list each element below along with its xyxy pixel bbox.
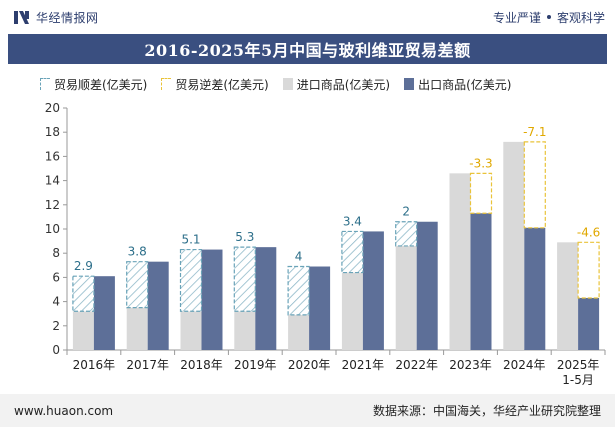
- import-bar: [126, 307, 148, 350]
- chart-title: 2016-2025年5月中国与玻利维亚贸易差额: [8, 34, 607, 64]
- deficit-bar: [469, 172, 493, 214]
- y-tick-label: 16: [45, 149, 60, 163]
- export-bar: [309, 266, 331, 350]
- x-tick-label: 2018年: [180, 358, 223, 372]
- legend-label-deficit: 贸易逆差(亿美元): [175, 77, 269, 92]
- y-tick-label: 18: [45, 125, 60, 139]
- legend-label-surplus: 贸易顺差(亿美元): [54, 77, 148, 92]
- legend-label-import: 进口商品(亿美元): [296, 77, 391, 92]
- legend-swatch-deficit: [161, 78, 172, 90]
- import-bar: [395, 245, 417, 350]
- legend-swatch-import: [282, 78, 293, 90]
- tagline-right: 客观科学: [556, 10, 605, 25]
- legend-swatch-export: [404, 78, 415, 90]
- y-tick-label: 0: [52, 343, 60, 357]
- trade-balance-chart: 0 2 4 6 8 10 12 14 16 18 20 2.9 2016年 3.8 2017年 5.1 201…: [45, 101, 606, 387]
- chart-legend: 贸易顺差(亿美元) 贸易逆差(亿美元) 进口商品(亿美元) 出口商品(亿美元): [40, 74, 512, 94]
- export-bar: [255, 247, 277, 350]
- tagline-dot-icon: [546, 15, 551, 19]
- top-header: 华经情报网 专业严谨 客观科学: [0, 0, 615, 34]
- y-tick-label: 14: [45, 174, 60, 188]
- deficit-bar: [523, 141, 546, 229]
- legend-item-import: 进口商品(亿美元): [282, 76, 391, 93]
- footer: www.huaon.com 数据来源：中国海关，华经产业研究院整理: [0, 394, 615, 427]
- y-tick-label: 20: [45, 101, 60, 115]
- y-tick-label: 12: [45, 198, 60, 212]
- surplus-bar: [395, 221, 418, 247]
- surplus-bar: [233, 246, 256, 312]
- x-tick-label: 2025年: [557, 358, 600, 372]
- x-tick-label: 2019年: [234, 358, 277, 372]
- export-bar: [524, 227, 546, 350]
- y-tick-label: 6: [52, 270, 60, 284]
- brand: 华经情报网: [14, 9, 99, 26]
- balance-value-label: -7.1: [523, 125, 546, 139]
- balance-value-label: 2: [402, 205, 410, 219]
- brand-name: 华经情报网: [36, 10, 99, 25]
- export-bar: [416, 221, 438, 350]
- export-bar: [470, 213, 492, 350]
- export-bar: [201, 249, 223, 350]
- export-bar: [578, 297, 600, 350]
- balance-value-label: -4.6: [577, 225, 600, 239]
- export-bar: [147, 261, 169, 350]
- legend-item-deficit: 贸易逆差(亿美元): [161, 76, 269, 93]
- y-tick-label: 8: [52, 246, 60, 260]
- surplus-bar: [287, 265, 310, 316]
- surplus-bar: [126, 261, 149, 309]
- y-tick-label: 10: [45, 222, 60, 236]
- balance-value-label: 3.4: [343, 214, 362, 228]
- legend-item-export: 出口商品(亿美元): [404, 76, 512, 93]
- balance-value-label: -3.3: [469, 156, 492, 170]
- balance-value-label: 5.3: [235, 230, 254, 244]
- balance-value-label: 4: [295, 250, 303, 264]
- balance-value-label: 3.8: [128, 245, 147, 259]
- import-bar: [180, 311, 202, 350]
- export-bar: [93, 276, 115, 350]
- x-tick-label: 2024年: [503, 358, 546, 372]
- y-tick-label: 2: [52, 319, 60, 333]
- y-tick-label: 4: [52, 295, 60, 309]
- x-tick-label: 2023年: [449, 358, 492, 372]
- legend-label-export: 出口商品(亿美元): [418, 77, 512, 92]
- x-tick-label: 1-5月: [562, 373, 594, 387]
- surplus-bar: [72, 275, 95, 312]
- x-tick-label: 2021年: [342, 358, 385, 372]
- surplus-bar: [341, 230, 364, 274]
- export-bar: [362, 231, 384, 350]
- x-tick-label: 2017年: [126, 358, 169, 372]
- surplus-bar: [179, 248, 203, 312]
- import-bar: [449, 173, 471, 350]
- import-bar: [288, 314, 310, 350]
- import-bar: [503, 141, 525, 350]
- deficit-bar: [577, 241, 600, 299]
- x-tick-label: 2020年: [288, 358, 331, 372]
- import-bar: [234, 311, 256, 350]
- x-tick-label: 2022年: [395, 358, 438, 372]
- legend-swatch-surplus: [40, 78, 50, 90]
- legend-item-surplus: 贸易顺差(亿美元): [40, 76, 147, 93]
- x-tick-label: 2016年: [73, 358, 116, 372]
- tagline-left: 专业严谨: [492, 10, 541, 25]
- footer-website: www.huaon.com: [14, 403, 114, 418]
- balance-value-label: 2.9: [74, 259, 93, 273]
- brand-logo-icon: [14, 10, 29, 24]
- import-bar: [72, 311, 94, 350]
- footer-source: 数据来源：中国海关，华经产业研究院整理: [372, 404, 601, 418]
- import-bar: [557, 242, 579, 350]
- balance-value-label: 5.1: [181, 233, 200, 247]
- import-bar: [341, 272, 363, 350]
- tagline: 专业严谨 客观科学: [493, 9, 605, 26]
